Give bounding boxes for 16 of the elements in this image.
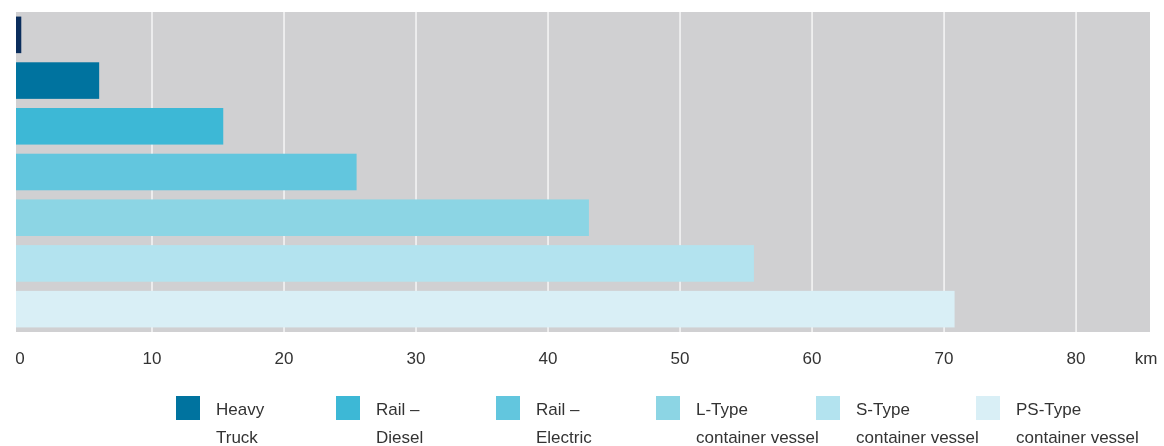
legend-label: Rail – Diesel bbox=[376, 400, 424, 446]
legend-label: S-Type container vessel bbox=[856, 400, 979, 446]
x-tick-label: 0 bbox=[15, 349, 25, 368]
x-tick-label: 80 bbox=[1066, 349, 1086, 368]
x-tick-label: 30 bbox=[406, 349, 426, 368]
legend-label: Heavy Truck bbox=[216, 400, 265, 446]
x-tick-label: 40 bbox=[538, 349, 558, 368]
x-tick-label: 50 bbox=[670, 349, 690, 368]
x-tick-label: 70 bbox=[934, 349, 954, 368]
x-axis-title: km bbox=[1134, 349, 1158, 368]
x-tick-label: 60 bbox=[802, 349, 822, 368]
legend-label: PS-Type container vessel bbox=[1016, 400, 1139, 446]
x-tick-label: 10 bbox=[142, 349, 162, 368]
legend-label: Rail – Electric bbox=[536, 400, 593, 446]
legend-label: L-Type container vessel bbox=[696, 400, 819, 446]
x-tick-label: 20 bbox=[274, 349, 294, 368]
